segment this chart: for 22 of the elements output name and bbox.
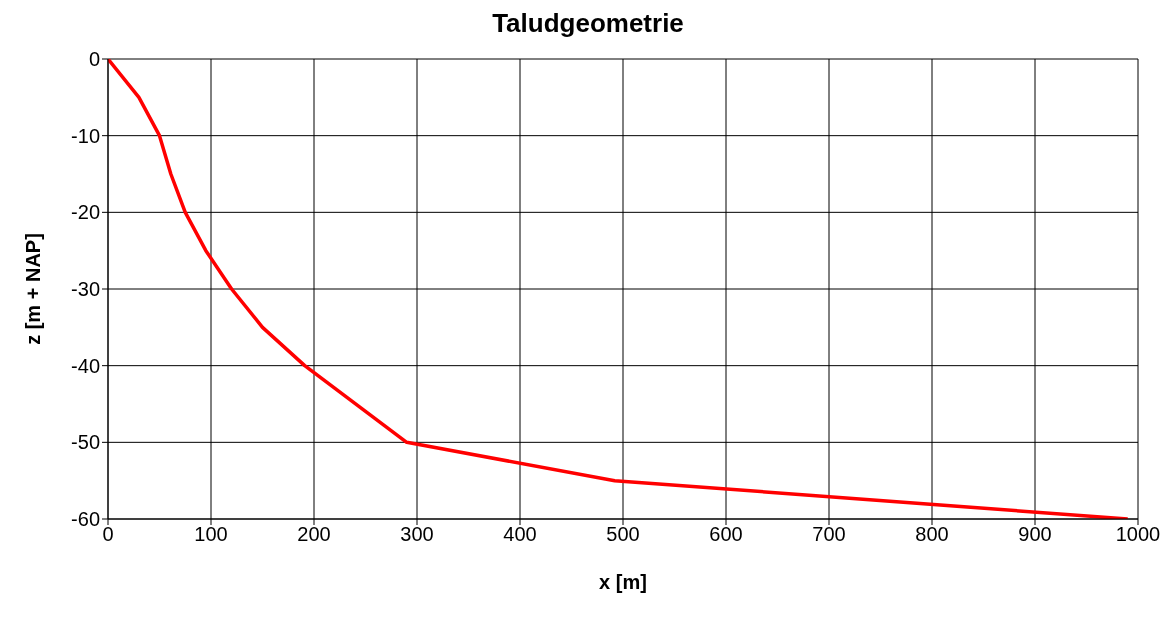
x-tick-label: 200 <box>297 523 331 546</box>
y-tick-label: -20 <box>71 201 100 224</box>
y-tick-label: -30 <box>71 278 100 301</box>
x-tick-label: 0 <box>102 523 114 546</box>
x-tick-label: 1000 <box>1115 523 1161 546</box>
x-tick-label: 600 <box>709 523 743 546</box>
x-tick-label: 500 <box>606 523 640 546</box>
chart-title: Taludgeometrie <box>491 8 685 39</box>
y-tick-label: 0 <box>88 48 100 71</box>
x-axis-title: x [m] <box>599 571 647 593</box>
x-tick-label: 400 <box>503 523 537 546</box>
x-tick-label: 800 <box>915 523 949 546</box>
y-tick-label: -40 <box>71 354 100 377</box>
x-tick-label: 100 <box>194 523 228 546</box>
y-tick-label: -60 <box>71 508 100 531</box>
y-axis-title: z [m + NAP] <box>22 233 45 345</box>
y-tick-label: -10 <box>71 124 100 147</box>
x-tick-label: 700 <box>812 523 846 546</box>
x-tick-label: 900 <box>1018 523 1052 546</box>
x-tick-label: 300 <box>400 523 434 546</box>
y-tick-label: -50 <box>71 431 100 454</box>
line-series <box>108 59 1130 519</box>
